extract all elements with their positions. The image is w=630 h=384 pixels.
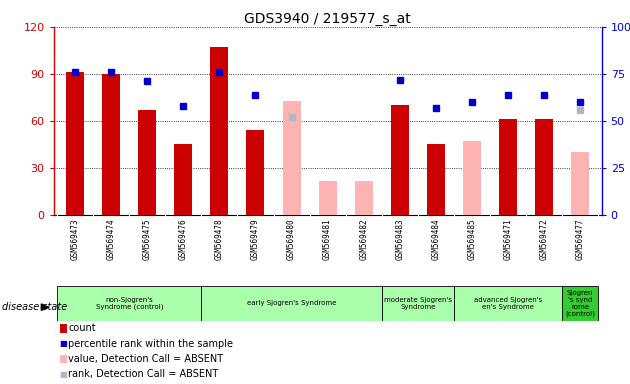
Text: GSM569485: GSM569485: [467, 218, 476, 260]
Bar: [454, 286, 562, 321]
Text: GSM569481: GSM569481: [323, 218, 332, 260]
Bar: [535, 119, 553, 215]
Bar: [210, 47, 229, 215]
Text: value, Detection Call = ABSENT: value, Detection Call = ABSENT: [69, 354, 224, 364]
Text: GSM569483: GSM569483: [395, 218, 404, 260]
Text: GSM569482: GSM569482: [359, 218, 368, 260]
Bar: [139, 110, 156, 215]
Text: early Sjogren's Syndrome: early Sjogren's Syndrome: [247, 300, 336, 306]
Bar: [562, 286, 598, 321]
Text: advanced Sjogren's
en's Syndrome: advanced Sjogren's en's Syndrome: [474, 297, 542, 310]
Bar: [382, 286, 454, 321]
Text: GSM569472: GSM569472: [539, 218, 549, 260]
Text: moderate Sjogren's
Syndrome: moderate Sjogren's Syndrome: [384, 297, 452, 310]
Bar: [571, 152, 589, 215]
Text: count: count: [69, 323, 96, 333]
Bar: [319, 180, 336, 215]
Text: disease state: disease state: [2, 302, 67, 312]
Bar: [66, 72, 84, 215]
Bar: [391, 105, 409, 215]
Bar: [427, 144, 445, 215]
Text: ■: ■: [59, 339, 67, 348]
Text: rank, Detection Call = ABSENT: rank, Detection Call = ABSENT: [69, 369, 219, 379]
Bar: [102, 74, 120, 215]
Bar: [175, 144, 192, 215]
Text: GSM569478: GSM569478: [215, 218, 224, 260]
Text: non-Sjogren's
Syndrome (control): non-Sjogren's Syndrome (control): [96, 296, 163, 310]
Bar: [355, 180, 373, 215]
Text: GSM569477: GSM569477: [576, 218, 585, 260]
Bar: [202, 286, 382, 321]
Text: Sjogren
's synd
rome
(control): Sjogren 's synd rome (control): [565, 290, 595, 317]
Text: GSM569473: GSM569473: [71, 218, 79, 260]
Bar: [57, 286, 202, 321]
Text: GSM569471: GSM569471: [503, 218, 512, 260]
Title: GDS3940 / 219577_s_at: GDS3940 / 219577_s_at: [244, 12, 411, 26]
Text: GSM569476: GSM569476: [179, 218, 188, 260]
Text: GSM569474: GSM569474: [106, 218, 116, 260]
Text: GSM569480: GSM569480: [287, 218, 296, 260]
Text: percentile rank within the sample: percentile rank within the sample: [69, 339, 233, 349]
Text: GSM569475: GSM569475: [143, 218, 152, 260]
Bar: [463, 141, 481, 215]
Text: GSM569484: GSM569484: [432, 218, 440, 260]
Text: ■: ■: [59, 370, 67, 379]
Bar: [499, 119, 517, 215]
Bar: [246, 131, 265, 215]
Text: GSM569479: GSM569479: [251, 218, 260, 260]
Bar: [282, 101, 301, 215]
